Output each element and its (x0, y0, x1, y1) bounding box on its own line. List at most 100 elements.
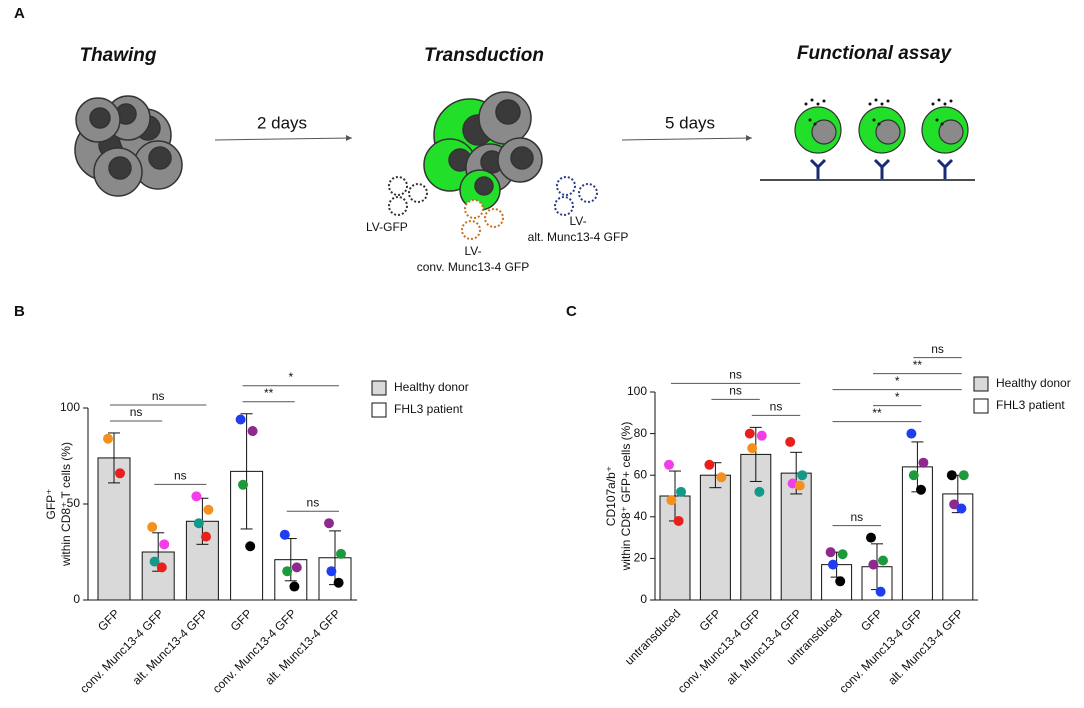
y-tick-label: 60 (634, 467, 648, 481)
data-point (247, 426, 258, 437)
data-point (825, 547, 836, 558)
data-point (289, 581, 300, 592)
data-point (291, 562, 302, 573)
data-point (747, 443, 758, 454)
step-label: Transduction (424, 45, 544, 66)
y-tick-label: 80 (634, 426, 648, 440)
y-tick-label: 50 (67, 496, 81, 510)
data-point (666, 495, 677, 506)
legend-label: Healthy donor (394, 380, 469, 394)
data-point (797, 470, 808, 481)
significance-label: * (895, 374, 900, 388)
duration: 2 days (257, 113, 307, 132)
arrow (621, 137, 753, 141)
vector-label: LV- (464, 244, 481, 258)
y-tick-label: 100 (627, 384, 647, 398)
arrowhead (346, 135, 352, 141)
significance-label: ns (152, 389, 165, 403)
bar (699, 474, 731, 601)
legend-swatch (973, 398, 989, 414)
data-point (875, 586, 886, 597)
data-point (282, 566, 293, 577)
data-point (156, 562, 167, 573)
data-point (245, 541, 256, 552)
data-point (785, 436, 796, 447)
vector-label: alt. Munc13-4 GFP (528, 230, 629, 244)
significance-label: ns (850, 510, 863, 524)
data-point (878, 555, 888, 566)
data-point (908, 470, 919, 481)
data-point (918, 457, 929, 468)
x-tick-label: alt. Munc13-4 GFP (130, 606, 211, 687)
significance-label: ** (913, 358, 923, 372)
significance-label: ns (931, 342, 944, 356)
data-point (103, 433, 113, 444)
data-point (946, 470, 957, 481)
y-tick-label: 0 (640, 592, 647, 606)
data-point (147, 522, 158, 533)
x-tick-label: GFP (858, 606, 885, 633)
x-tick-label: GFP (95, 606, 122, 633)
data-point (115, 468, 125, 479)
step-label: Functional assay (797, 43, 953, 64)
y-axis-label: within CD8⁺ T cells (%) (59, 442, 73, 567)
viruses (388, 176, 598, 240)
data-point (238, 479, 248, 490)
data-point (676, 486, 686, 497)
significance-label: ** (872, 406, 882, 420)
legend-swatch (371, 380, 387, 396)
data-point (336, 548, 346, 559)
significance-label: ns (174, 468, 187, 482)
data-point (203, 504, 214, 515)
data-point (756, 430, 767, 441)
data-point (279, 529, 290, 540)
x-tick-label: alt. Munc13-4 GFP (723, 606, 804, 687)
assay-cells (760, 98, 975, 181)
data-point (159, 539, 170, 550)
vector-label: LV-GFP (366, 220, 408, 234)
thawed-cells (74, 95, 183, 197)
x-tick-label: GFP (228, 606, 255, 633)
y-tick-label: 0 (73, 592, 80, 606)
significance-label: ns (770, 400, 783, 414)
data-point (193, 518, 204, 529)
transduced-cells (423, 91, 543, 211)
vector-label: LV- (569, 214, 586, 228)
x-tick-label: conv. Munc13-4 GFP (210, 606, 299, 695)
data-point (754, 486, 765, 497)
data-point (149, 556, 160, 567)
significance-label: * (288, 370, 293, 384)
data-point (837, 549, 848, 560)
duration: 5 days (665, 113, 715, 132)
y-axis-label: GFP⁺ (44, 488, 58, 519)
x-tick-label: alt. Munc13-4 GFP (885, 606, 966, 687)
arrow (214, 137, 353, 141)
y-tick-label: 20 (634, 551, 648, 565)
significance-label: ns (729, 368, 742, 382)
data-point (866, 532, 876, 543)
bar (740, 453, 772, 601)
data-point (324, 518, 334, 529)
legend-label: Healthy donor (996, 376, 1071, 390)
data-point (794, 480, 805, 491)
data-point (664, 459, 674, 470)
data-point (916, 484, 926, 495)
y-tick-label: 40 (634, 509, 648, 523)
y-axis-label: CD107a/b⁺ (604, 466, 618, 526)
data-point (201, 531, 211, 542)
significance-label: ns (307, 495, 320, 509)
data-point (958, 470, 969, 481)
significance-label: ns (729, 384, 742, 398)
data-point (716, 472, 727, 483)
data-point (326, 566, 337, 577)
data-point (956, 503, 967, 514)
significance-label: ** (264, 386, 274, 400)
x-tick-label: untransduced (622, 606, 683, 667)
panel-label: A (14, 5, 25, 22)
y-axis-label: within CD8⁺ GFP+ cells (%) (619, 422, 633, 572)
data-point (835, 576, 846, 587)
data-point (868, 559, 879, 570)
significance-label: * (895, 390, 900, 404)
